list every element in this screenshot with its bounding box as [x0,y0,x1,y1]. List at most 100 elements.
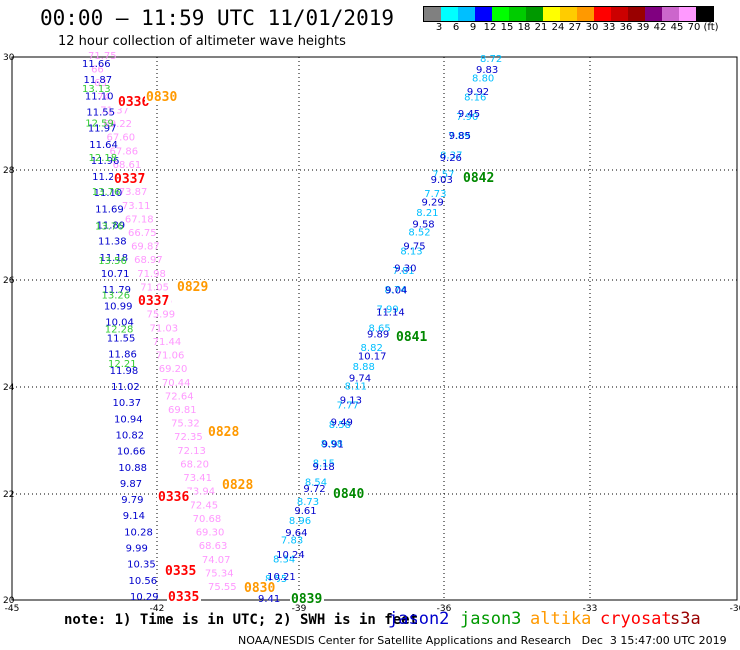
wave-height-value: 8.13 [400,247,422,258]
scale-swatch [458,7,475,21]
x-tick-label: -45 [5,604,20,614]
wave-height-value: 8.88 [353,362,375,373]
pass-label-bg [145,90,179,103]
wave-height-value: 71.06 [156,351,185,362]
pass-time-labels: 0336083003370829033708280828033603350335… [113,90,496,607]
wave-height-value: 71.98 [137,269,166,280]
map-grid [11,56,738,601]
wave-height-value: 11.87 [83,75,112,86]
wave-height-value: 9.04 [385,285,407,296]
x-tick-label: -42 [150,604,165,614]
wave-height-value: 11.10 [85,91,114,102]
scale-label: 45 [670,22,684,33]
pass-time-label: 0828 [222,478,253,493]
wave-height-value: 67.86 [110,146,139,157]
wave-height-value: 74.07 [202,555,231,566]
wave-height-value: 11.97 [88,124,117,135]
pass-time-label: 0336 [118,95,149,110]
pass-label-bg [137,294,171,307]
wave-height-value: 9.30 [394,263,416,274]
wave-height-value: 11.64 [89,140,118,151]
wave-height-value: 8.96 [289,516,311,527]
wave-height-value: 13.26 [102,290,131,301]
wave-height-value: 10.66 [117,447,146,458]
scale-swatch [543,7,560,21]
scale-swatch [645,7,662,21]
y-tick-label: 20 [3,596,15,606]
wave-height-value: 11.38 [98,237,127,248]
wave-height-value: 71.03 [150,323,179,334]
scale-swatch [526,7,543,21]
scale-label: 24 [551,22,565,33]
pass-label-bg [167,590,201,603]
scale-label: 9 [469,22,477,33]
wave-height-value: 8.73 [297,497,319,508]
wave-height-value: 73.94 [186,487,215,498]
wave-height-value: 11.89 [97,221,126,232]
wave-height-value: 70.68 [193,514,222,525]
wave-height-value: 9.79 [121,495,143,506]
wave-height-value: 11.96 [91,156,120,167]
wave-height-value: 10.94 [114,414,143,425]
pass-time-label: 0839 [291,592,322,607]
wave-height-value: 9.58 [412,219,434,230]
wave-height-value: 10.28 [124,527,153,538]
wave-height-value: 74 [97,92,110,103]
wave-height-value: 12.18 [89,153,118,164]
scale-swatch [679,7,696,21]
wave-height-value: 9.91 [322,440,344,451]
wave-height-value: 8.54 [305,478,327,489]
pass-time-label: 0335 [165,564,196,579]
wave-height-value: 10.71 [101,269,130,280]
scale-label: 18 [517,22,531,33]
wave-height-value: 69.87 [131,242,160,253]
pass-time-label: 0841 [396,330,427,345]
wave-height-value: 10.82 [115,430,144,441]
wave-height-value: 11.79 [102,285,131,296]
wave-height-value: 11.14 [376,307,405,318]
pass-time-label: 0830 [146,90,177,105]
scale-label: (ft) [703,22,719,33]
pass-label-bg [290,592,324,605]
legend-item: jason2 [388,609,450,629]
wave-height-value: 10.37 [113,398,142,409]
wave-height-value: 11.22 [92,172,121,183]
wave-height-value: 7.89 [448,131,470,142]
wave-height-value: 75.32 [171,419,200,430]
wave-height-value: 8.80 [472,73,494,84]
x-tick-label: -33 [583,604,598,614]
x-tick-label: -39 [292,604,307,614]
wave-height-value: 69.22 [103,119,132,130]
scale-label: 15 [500,22,514,33]
wave-height-value: 9.89 [367,330,389,341]
pass-time-label: 0337 [114,172,145,187]
x-tick-label: -30 [730,604,740,614]
scale-label: 6 [452,22,460,33]
wave-height-value: 11.55 [86,107,115,118]
wave-height-value: 9.85 [449,131,471,142]
wave-height-value: 10.35 [127,560,156,571]
scale-label: 70 [687,22,701,33]
pass-time-label: 0337 [138,294,169,309]
pass-label-bg [117,95,151,108]
wave-height-value: 8.34 [273,555,295,566]
wave-height-value: 10.17 [358,352,387,363]
wave-height-value: 13.56 [98,256,127,267]
y-tick-label: 24 [3,383,15,393]
wave-height-value: 11.86 [108,350,137,361]
map-title: 00:00 – 11:59 UTC 11/01/2019 [40,6,395,30]
wave-height-value: 13.76 [95,222,124,233]
scale-swatch [696,7,713,21]
wave-height-value: 66 [91,65,104,76]
scale-swatch [475,7,492,21]
scale-label: 12 [483,22,497,33]
scale-swatch [441,7,458,21]
wave-height-value: 72.13 [177,446,206,457]
pass-label-bg [221,478,255,491]
legend-item: altika [530,609,592,629]
scale-swatch [509,7,526,21]
wave-height-value: 68.20 [180,459,209,470]
wave-height-value: 7.57 [432,170,454,181]
wave-height-value: 10.21 [267,572,296,583]
wave-height-value: 9.49 [331,418,353,429]
